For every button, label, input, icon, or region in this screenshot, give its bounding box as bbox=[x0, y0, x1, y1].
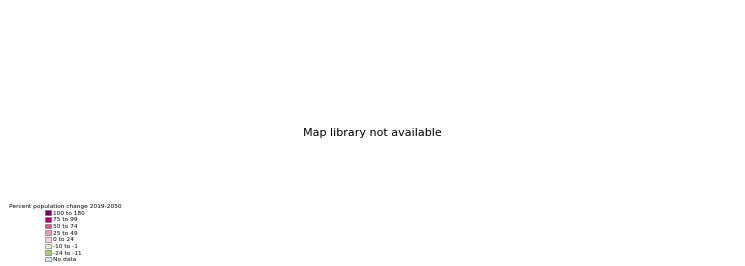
Legend: 100 to 180, 75 to 99, 50 to 74, 25 to 49, 0 to 24, -10 to -1, -24 to -11, No dat: 100 to 180, 75 to 99, 50 to 74, 25 to 49… bbox=[7, 203, 122, 263]
Text: Map library not available: Map library not available bbox=[303, 128, 442, 138]
